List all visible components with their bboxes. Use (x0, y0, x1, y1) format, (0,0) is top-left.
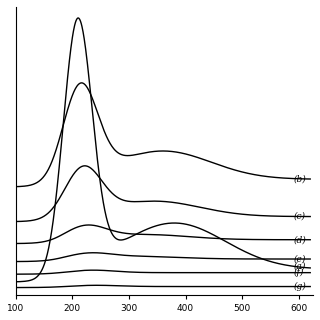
Text: (d): (d) (293, 235, 306, 244)
Text: (e): (e) (293, 254, 306, 263)
Text: (a): (a) (293, 262, 306, 271)
Text: (b): (b) (293, 174, 306, 183)
Text: (g): (g) (293, 282, 306, 291)
Text: (c): (c) (293, 212, 305, 221)
Text: (f): (f) (293, 268, 304, 277)
